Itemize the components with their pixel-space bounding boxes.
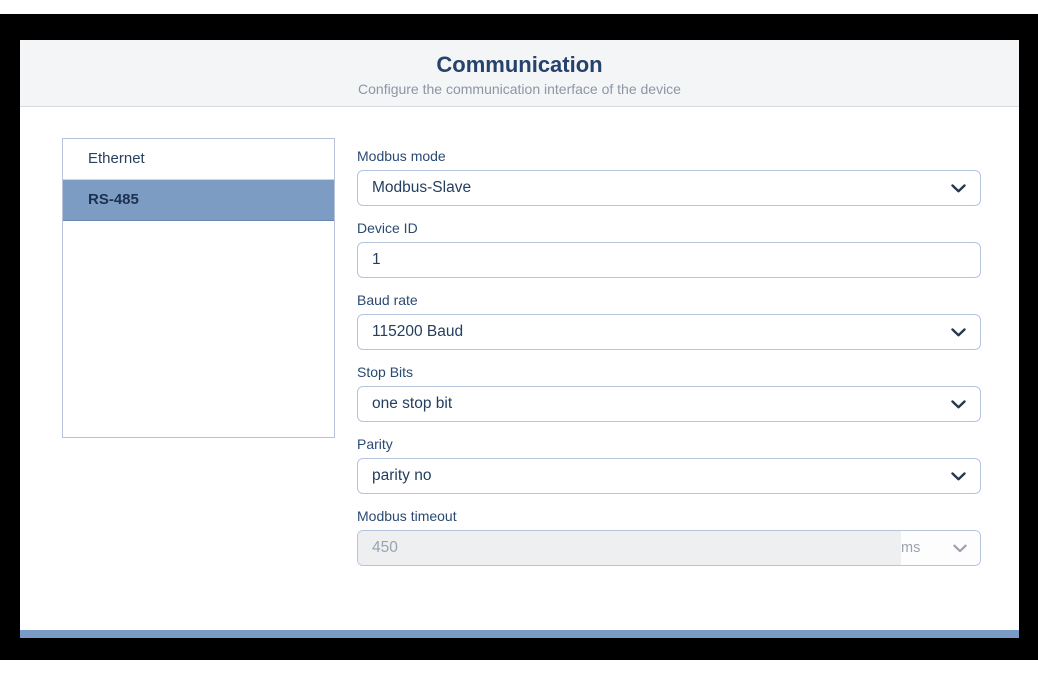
modbus-mode-select[interactable]: Modbus-Slave [357, 170, 981, 206]
chevron-down-icon [951, 471, 966, 481]
sidebar-item-ethernet[interactable]: Ethernet [63, 139, 334, 180]
input-value: 1 [372, 251, 381, 268]
select-value: one stop bit [372, 395, 453, 412]
baud-rate-select[interactable]: 115200 Baud [357, 314, 981, 350]
chevron-down-icon [951, 327, 966, 337]
sidebar-item-rs485[interactable]: RS-485 [63, 180, 334, 221]
field-modbus-timeout: Modbus timeout 450 ms [357, 508, 981, 566]
rs485-settings-form: Modbus mode Modbus-Slave Device ID 1 Bau… [357, 148, 981, 580]
chevron-down-icon [951, 399, 966, 409]
unit-label: ms [901, 540, 921, 556]
timeout-unit-select-disabled: ms [901, 531, 980, 565]
sidebar-item-label: Ethernet [88, 150, 145, 167]
stop-bits-select[interactable]: one stop bit [357, 386, 981, 422]
select-value: parity no [372, 467, 432, 484]
select-value: 115200 Baud [372, 323, 464, 340]
parity-select[interactable]: parity no [357, 458, 981, 494]
field-device-id: Device ID 1 [357, 220, 981, 278]
interface-sidebar: Ethernet RS-485 [62, 138, 335, 438]
baud-rate-label: Baud rate [357, 292, 418, 308]
bottom-accent-bar [20, 630, 1019, 638]
field-baud-rate: Baud rate 115200 Baud [357, 292, 981, 350]
page-subtitle: Configure the communication interface of… [358, 81, 681, 97]
communication-panel: Communication Configure the communicatio… [20, 40, 1019, 638]
field-modbus-mode: Modbus mode Modbus-Slave [357, 148, 981, 206]
select-value: Modbus-Slave [372, 179, 472, 196]
page-title: Communication [436, 52, 603, 77]
chevron-down-icon [951, 183, 966, 193]
panel-header: Communication Configure the communicatio… [20, 40, 1019, 107]
sidebar-item-label: RS-485 [88, 191, 139, 208]
modbus-timeout-input-disabled: 450 ms [357, 530, 981, 566]
field-stop-bits: Stop Bits one stop bit [357, 364, 981, 422]
modbus-mode-label: Modbus mode [357, 148, 446, 164]
parity-label: Parity [357, 436, 393, 452]
modbus-timeout-label: Modbus timeout [357, 508, 457, 524]
device-id-input[interactable]: 1 [357, 242, 981, 278]
field-parity: Parity parity no [357, 436, 981, 494]
input-value: 450 [358, 531, 901, 565]
chevron-down-icon [953, 544, 967, 553]
stop-bits-label: Stop Bits [357, 364, 414, 380]
device-id-label: Device ID [357, 220, 418, 236]
